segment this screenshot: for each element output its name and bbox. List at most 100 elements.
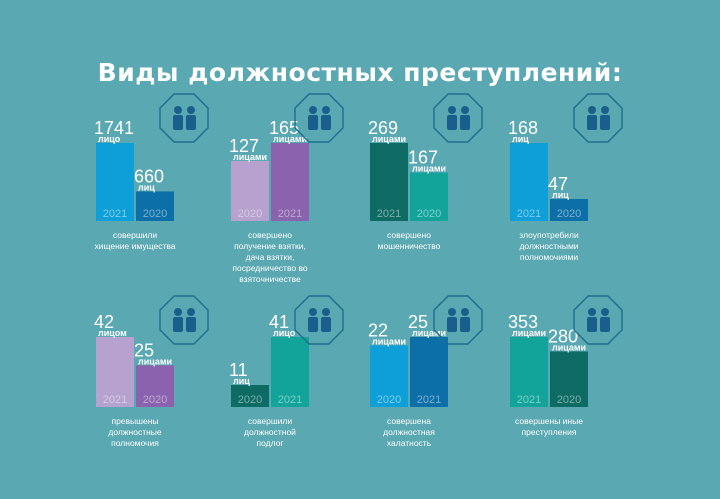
caption-line: превышены bbox=[111, 416, 158, 426]
bar-2021 bbox=[271, 143, 309, 221]
bar-unit-label: лицами bbox=[273, 134, 307, 144]
negligence-icon bbox=[433, 295, 483, 345]
bar-year-label: 2020 bbox=[238, 208, 262, 220]
bar-value-label: 165 bbox=[269, 118, 299, 138]
caption-line: должностными bbox=[519, 241, 578, 251]
caption-line: халатность bbox=[387, 438, 432, 448]
bar-unit-label: лицами bbox=[138, 356, 172, 366]
chart-caption: превышены должностные полномочия bbox=[108, 416, 162, 448]
bar-unit-label: лицо bbox=[98, 134, 121, 144]
bar-2021 bbox=[510, 143, 548, 221]
bar-value-label: 167 bbox=[408, 148, 438, 168]
caption-line: совершена bbox=[387, 416, 431, 426]
bar-year-label: 2020 bbox=[557, 208, 581, 220]
bar-2021 bbox=[370, 143, 408, 221]
bar-2020 bbox=[410, 172, 448, 221]
caption-line: преступления bbox=[522, 427, 577, 437]
caption-line: хищение имущества bbox=[94, 241, 175, 251]
bar-2021 bbox=[96, 337, 134, 407]
document-forgery-icon bbox=[294, 295, 344, 345]
bribe-handshake-icon bbox=[294, 93, 344, 143]
caption-line: совершены иные bbox=[515, 416, 583, 426]
bar-year-label: 2021 bbox=[278, 394, 302, 406]
bar-value-label: 47 bbox=[548, 174, 568, 194]
caption-line: подлог bbox=[257, 438, 284, 448]
bar-year-label: 2020 bbox=[557, 394, 581, 406]
caption-line: полномочиями bbox=[520, 252, 579, 262]
bar-unit-label: лицом bbox=[98, 328, 127, 338]
bar-value-label: 11 bbox=[229, 360, 248, 380]
bar-2021 bbox=[410, 337, 448, 407]
bar-value-label: 127 bbox=[229, 136, 259, 156]
caption-line: совершено bbox=[387, 230, 431, 240]
bar-unit-label: лицами bbox=[412, 328, 446, 338]
bar-year-label: 2020 bbox=[377, 394, 401, 406]
crowd-icon bbox=[573, 93, 623, 143]
bar-value-label: 1741 bbox=[94, 118, 134, 138]
bar-unit-label: лиц bbox=[512, 134, 529, 144]
bar-year-label: 2021 bbox=[278, 208, 302, 220]
bar-2021 bbox=[96, 143, 134, 221]
caption-line: полномочия bbox=[111, 438, 159, 448]
caption-line: совершено bbox=[248, 230, 292, 240]
caption-line: должностная bbox=[383, 427, 435, 437]
police-officer-icon bbox=[573, 295, 623, 345]
bar-value-label: 25 bbox=[134, 340, 154, 360]
bar-value-label: 269 bbox=[368, 118, 398, 138]
official-briefcase-icon bbox=[159, 295, 209, 345]
bar-year-label: 2020 bbox=[238, 394, 262, 406]
bar-unit-label: лиц bbox=[552, 190, 569, 200]
chart-caption: совершено получение взятки, дача взятки, по… bbox=[232, 230, 307, 284]
bar-year-label: 2021 bbox=[517, 394, 541, 406]
bar-2020 bbox=[136, 365, 174, 407]
bar-year-label: 2021 bbox=[103, 208, 127, 220]
caption-line: мошенничество bbox=[378, 241, 441, 251]
fraud-icon bbox=[433, 93, 483, 143]
bar-value-label: 25 bbox=[408, 312, 428, 332]
bar-unit-label: лицами bbox=[233, 152, 267, 162]
bar-2020 bbox=[550, 199, 588, 221]
bar-2021 bbox=[510, 337, 548, 407]
bar-value-label: 660 bbox=[134, 166, 164, 186]
bar-unit-label: лицо bbox=[273, 328, 296, 338]
chart-caption: совершены иные преступления bbox=[515, 416, 583, 437]
caption-line: взяточничестве bbox=[239, 274, 301, 284]
caption-line: должностные bbox=[108, 427, 162, 437]
chart-caption: совершили хищение имущества bbox=[94, 230, 175, 251]
caption-line: посредничество во bbox=[232, 263, 307, 273]
chart-caption: совершена должностная халатность bbox=[383, 416, 435, 448]
chart-caption: злоупотребили должностными полномочиями bbox=[519, 230, 579, 262]
bar-year-label: 2021 bbox=[417, 394, 441, 406]
page-title: Виды должностных преступлений: bbox=[97, 58, 623, 87]
bar-unit-label: лицами bbox=[412, 164, 446, 174]
bar-value-label: 41 bbox=[269, 312, 289, 332]
bar-year-label: 2020 bbox=[143, 394, 167, 406]
bar-2020 bbox=[136, 191, 174, 221]
bar-unit-label: лицами bbox=[372, 134, 406, 144]
bar-year-label: 2021 bbox=[377, 208, 401, 220]
bar-2020 bbox=[231, 160, 269, 221]
bar-unit-label: лиц bbox=[233, 376, 250, 386]
caption-line: злоупотребили bbox=[519, 230, 579, 240]
two-people-icon bbox=[159, 93, 209, 143]
caption-line: должностной bbox=[244, 427, 296, 437]
bar-2020 bbox=[231, 385, 269, 407]
bar-value-label: 168 bbox=[508, 118, 538, 138]
chart-caption: совершили должностной подлог bbox=[244, 416, 296, 448]
bar-unit-label: лицами bbox=[512, 328, 546, 338]
bar-unit-label: лиц bbox=[138, 182, 155, 192]
bar-value-label: 42 bbox=[94, 312, 114, 332]
bar-value-label: 280 bbox=[548, 326, 578, 346]
bar-2020 bbox=[370, 345, 408, 407]
caption-line: совершили bbox=[248, 416, 292, 426]
caption-line: совершили bbox=[113, 230, 157, 240]
